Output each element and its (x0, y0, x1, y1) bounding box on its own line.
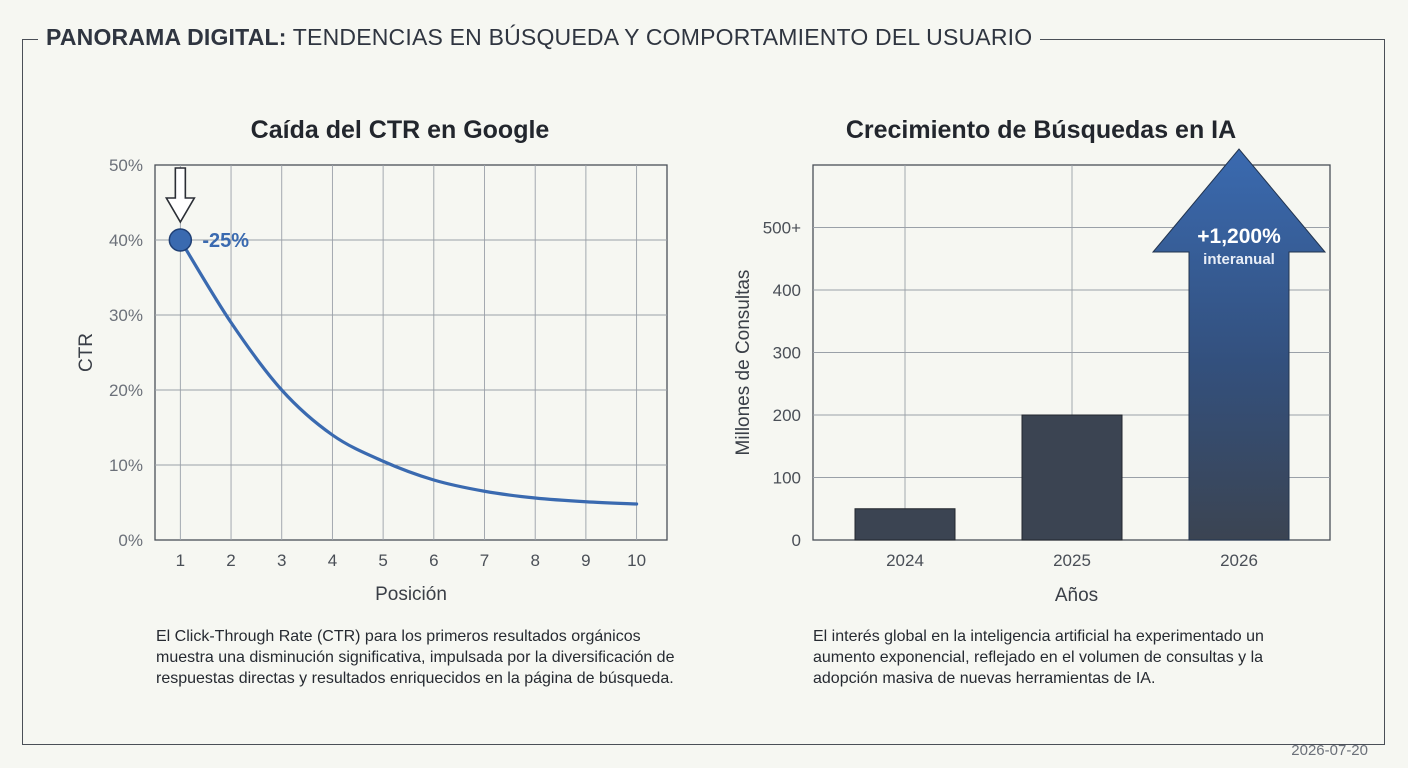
ai-bar (1021, 414, 1123, 541)
ctr-x-axis-label: Posición (375, 584, 447, 605)
ctr-x-tick-label: 7 (480, 551, 489, 570)
ctr-series-line (178, 238, 639, 506)
ctr-x-tick-label: 6 (429, 551, 438, 570)
ctr-annotation: -25% (202, 230, 249, 252)
ai-y-tick-label: 500+ (763, 219, 801, 238)
ctr-plot-border (154, 164, 668, 541)
ctr-x-tick-label: 8 (530, 551, 539, 570)
report-date: 2026-07-20 (1291, 742, 1368, 759)
ai-y-tick-label: 100 (773, 469, 801, 488)
ctr-y-tick-label: 10% (109, 456, 143, 475)
ctr-y-tick-label: 50% (109, 156, 143, 175)
ai-chart-title: Crecimiento de Búsquedas en IA (845, 116, 1237, 144)
ctr-y-tick-label: 30% (109, 306, 143, 325)
ai-x-tick-label: 2024 (886, 551, 924, 570)
ctr-y-tick-label: 40% (109, 231, 143, 250)
ai-x-axis-label: Años (1055, 585, 1098, 606)
ctr-y-tick-label: 20% (109, 381, 143, 400)
ctr-x-tick-label: 4 (328, 551, 337, 570)
ai-bar-arrow (1151, 148, 1327, 541)
ai-annotation: +1,200% (1197, 225, 1281, 248)
ai-y-tick-label: 0 (792, 531, 801, 550)
page-title: PANORAMA DIGITAL: TENDENCIAS EN BÚSQUEDA… (38, 24, 1041, 51)
page-title-strong: PANORAMA DIGITAL: (46, 24, 287, 50)
ctr-x-tick-label: 1 (176, 551, 185, 570)
ctr-x-tick-label: 10 (627, 551, 646, 570)
ai-description: El interés global en la inteligencia art… (813, 628, 1264, 687)
ctr-y-tick-label: 0% (118, 531, 143, 550)
ai-x-tick-label: 2026 (1220, 551, 1258, 570)
ai-annotation-sub: interanual (1203, 251, 1275, 268)
page-title-rest: TENDENCIAS EN BÚSQUEDA Y COMPORTAMIENTO … (286, 24, 1033, 50)
ai-y-tick-label: 400 (773, 281, 801, 300)
ctr-x-tick-label: 5 (378, 551, 387, 570)
ai-bar (854, 508, 956, 541)
ai-y-tick-label: 300 (773, 344, 801, 363)
ctr-x-tick-label: 3 (277, 551, 286, 570)
ai-y-axis-label: Millones de Consultas (733, 270, 754, 456)
ai-x-tick-label: 2025 (1053, 551, 1091, 570)
ctr-chart-title: Caída del CTR en Google (250, 116, 550, 144)
ctr-highlight-point (168, 228, 193, 252)
down-arrow-icon (164, 167, 196, 224)
ctr-y-axis-label: CTR (76, 333, 97, 372)
ctr-x-tick-label: 2 (226, 551, 235, 570)
ctr-x-tick-label: 9 (581, 551, 590, 570)
ctr-description: El Click-Through Rate (CTR) para los pri… (156, 628, 675, 687)
ai-y-tick-label: 200 (773, 406, 801, 425)
